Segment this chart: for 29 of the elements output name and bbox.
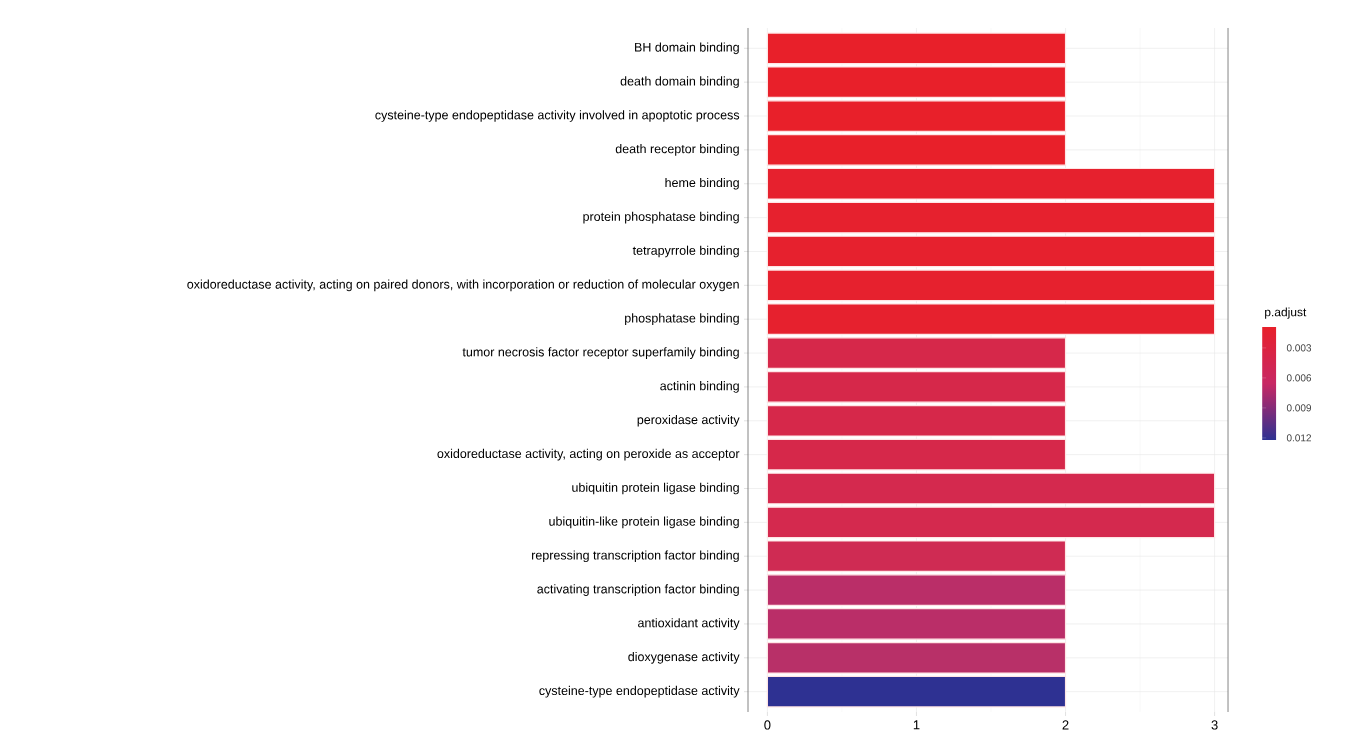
y-tick-label: antioxidant activity bbox=[638, 618, 740, 630]
y-tick-label: activating transcription factor binding bbox=[537, 584, 739, 597]
y-tick-label: dioxygenase activity bbox=[628, 652, 740, 664]
y-tick-label: oxidoreductase activity, acting on peroxide as acceptor bbox=[437, 448, 740, 461]
color-bar-label: 0.006 bbox=[1286, 374, 1312, 382]
y-tick-label: heme binding bbox=[665, 178, 739, 190]
color-bar-title: p.adjust bbox=[1265, 307, 1307, 319]
y-tick-label: phosphatase binding bbox=[625, 313, 739, 326]
y-tick-label: death receptor binding bbox=[615, 144, 739, 156]
y-tick-label: tumor necrosis factor receptor superfamily binding bbox=[462, 347, 739, 360]
y-tick-label: cysteine-type endopeptidase activity bbox=[539, 685, 740, 698]
y-tick-label: peroxidase activity bbox=[637, 415, 740, 427]
y-tick-label: BH domain binding bbox=[635, 42, 739, 55]
y-tick-label: protein phosphatase binding bbox=[583, 211, 739, 224]
y-tick-label: ubiquitin protein ligase binding bbox=[572, 482, 739, 495]
x-tick-label: 1 bbox=[913, 720, 920, 730]
y-tick-label: actinin binding bbox=[660, 381, 739, 393]
y-tick-label: death domain binding bbox=[620, 76, 739, 89]
color-bar-label: 0.009 bbox=[1286, 404, 1312, 412]
x-tick-label: 2 bbox=[1062, 720, 1069, 730]
y-tick-label: ubiquitin-like protein ligase binding bbox=[549, 516, 739, 529]
y-tick-label: cysteine-type endopeptidase activity involved in apoptotic process bbox=[375, 110, 740, 122]
y-tick-label: repressing transcription factor binding bbox=[532, 550, 739, 563]
x-tick-label: 0 bbox=[764, 720, 771, 730]
y-tick-label: tetrapyrrole binding bbox=[632, 245, 739, 258]
x-tick-label: 3 bbox=[1211, 720, 1218, 730]
color-bar-label: 0.012 bbox=[1286, 434, 1311, 442]
y-tick-label: oxidoreductase activity, acting on paired donors, with incorporation or reduction of molecular oxygen bbox=[187, 279, 739, 292]
color-bar-label: 0.003 bbox=[1286, 344, 1312, 352]
